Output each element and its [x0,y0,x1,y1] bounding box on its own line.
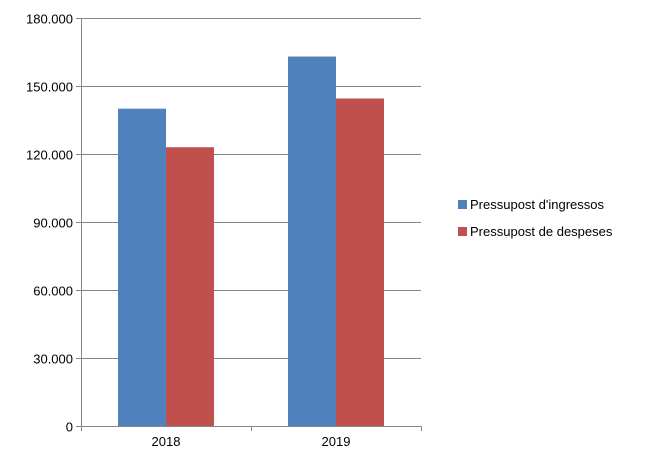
bars [118,56,384,427]
y-tick-label: 120.000 [26,148,73,163]
x-tick-label: 2018 [152,434,181,449]
y-tick-label: 30.000 [33,352,73,367]
axes [76,18,422,431]
bar-2018-despeses [166,147,214,426]
legend-label: Pressupost de despeses [470,224,613,239]
bar-2018-ingressos [118,108,166,427]
x-tick-label: 2019 [322,434,351,449]
y-tick-label: 90.000 [33,216,73,231]
y-tick-label: 180.000 [26,12,73,27]
y-tick-label: 60.000 [33,284,73,299]
x-tick-labels: 2018 2019 [152,434,351,449]
legend-swatch [458,227,467,236]
bar-2019-ingressos [288,56,336,427]
y-tick-label: 150.000 [26,80,73,95]
legend-swatch [458,200,467,209]
y-tick-labels: 0 30.000 60.000 90.000 120.000 150.000 180.000 [26,12,73,435]
bar-2019-despeses [336,98,384,426]
legend: Pressupost d'ingressos Pressupost de desp… [458,197,613,239]
legend-label: Pressupost d'ingressos [470,197,604,212]
y-tick-label: 0 [66,420,73,435]
